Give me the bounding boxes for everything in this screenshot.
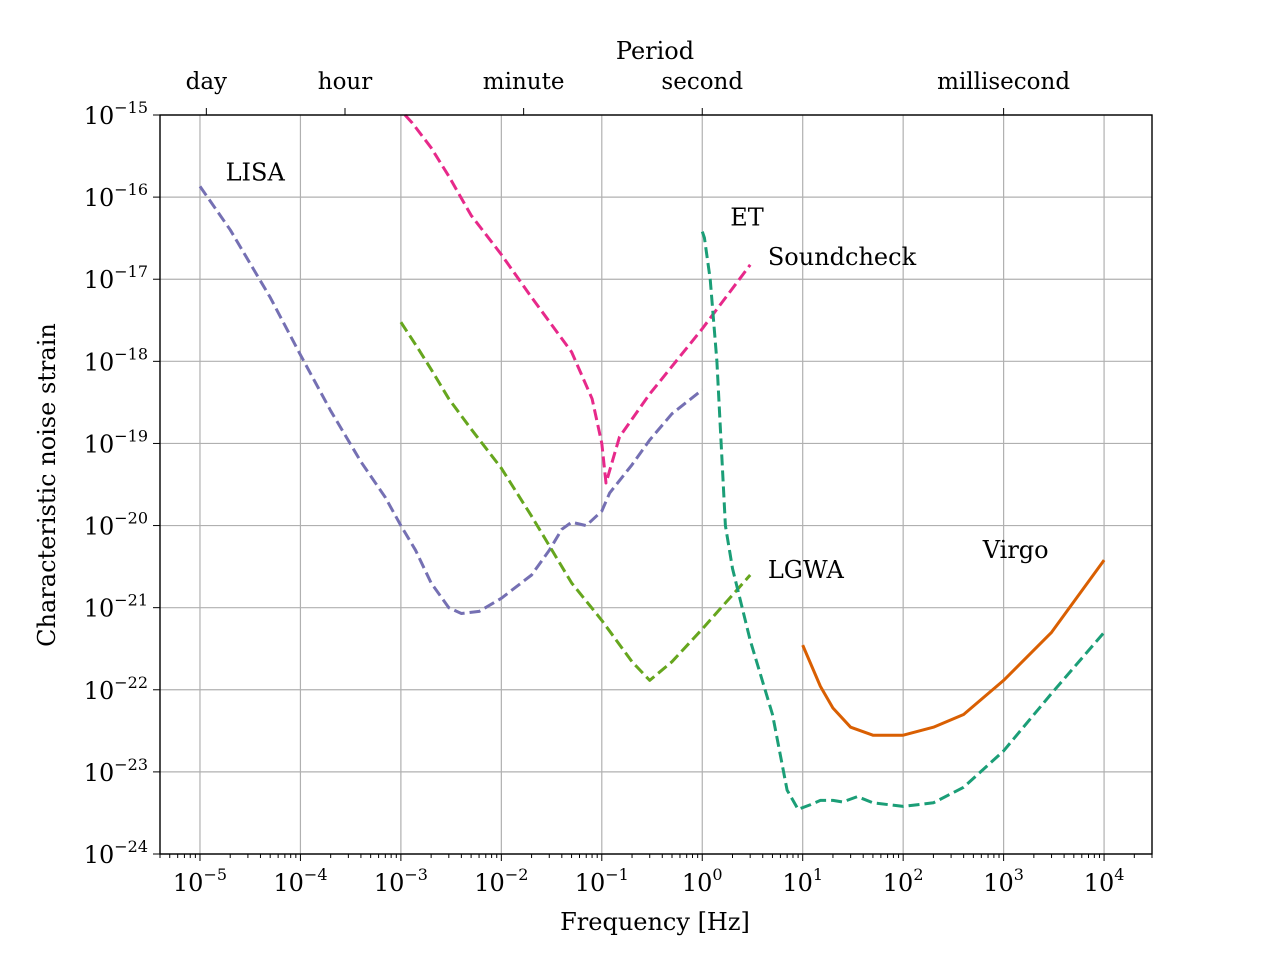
axis-ticks [153, 108, 1153, 861]
y-tick-label: 10−15 [84, 98, 148, 130]
series-label-soundcheck: Soundcheck [768, 243, 917, 271]
period-label: hour [318, 69, 372, 95]
x-tick-label: 103 [983, 865, 1024, 897]
top-axis-title: Period [616, 37, 694, 65]
series-line-et [700, 231, 1106, 811]
series-line-soundcheck [403, 113, 752, 485]
grid [160, 114, 1152, 855]
series-label-virgo: Virgo [982, 536, 1049, 564]
x-tick-label: 101 [782, 865, 823, 897]
x-tick-label: 100 [682, 865, 723, 897]
series-line-lisa [198, 185, 704, 615]
x-tick-label: 10−3 [374, 865, 428, 897]
y-tick-label: 10−16 [84, 180, 148, 212]
y-tick-labels: 10−15 10−16 10−17 10−18 10−19 10−20 10−21 10−22… [84, 98, 148, 869]
y-tick-label: 10−18 [84, 344, 148, 376]
y-tick-label: 10−21 [84, 591, 148, 623]
period-label: second [661, 69, 743, 95]
series-label-lisa: LISA [226, 158, 286, 186]
x-tick-label: 10−1 [575, 865, 629, 897]
y-tick-label: 10−23 [84, 755, 148, 787]
x-tick-label: 104 [1084, 865, 1125, 897]
period-label: minute [483, 69, 565, 95]
period-tick-labels: day hour minute second millisecond [186, 69, 1071, 95]
x-tick-label: 10−4 [273, 865, 327, 897]
series-line-lgwa [399, 321, 752, 682]
series-label-et: ET [730, 204, 764, 232]
period-label: day [186, 69, 227, 95]
series-line-virgo [801, 559, 1106, 737]
series-layer [198, 113, 1106, 811]
y-tick-label: 10−22 [84, 673, 148, 705]
x-tick-label: 10−5 [173, 865, 227, 897]
y-tick-label: 10−17 [84, 262, 148, 294]
period-label: millisecond [937, 69, 1070, 95]
y-axis-title: Characteristic noise strain [33, 323, 61, 647]
plot-frame [159, 114, 1153, 855]
x-tick-label: 10−2 [474, 865, 528, 897]
series-label-lgwa: LGWA [768, 556, 845, 584]
x-tick-label: 102 [883, 865, 924, 897]
x-axis-title: Frequency [Hz] [560, 908, 750, 936]
y-tick-label: 10−19 [84, 426, 148, 458]
series-labels: LISA Soundcheck LGWA ET Virgo [226, 158, 1049, 584]
x-tick-labels: 10−5 10−4 10−3 10−2 10−1 100 101 102 103 104 [173, 865, 1125, 897]
y-tick-label: 10−20 [84, 509, 148, 541]
y-tick-label: 10−24 [84, 837, 148, 869]
